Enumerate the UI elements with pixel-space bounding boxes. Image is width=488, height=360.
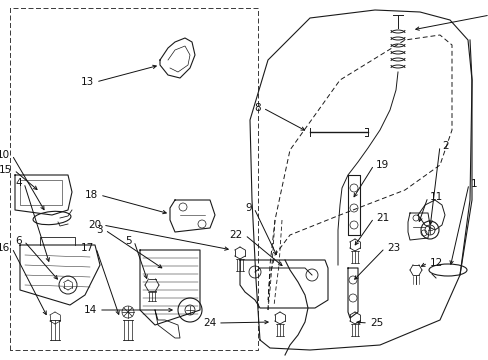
Text: 2: 2 — [441, 141, 447, 151]
Text: 8: 8 — [254, 103, 261, 113]
Text: 11: 11 — [429, 192, 442, 202]
Text: 19: 19 — [375, 160, 388, 170]
Text: 14: 14 — [83, 305, 97, 315]
Text: 17: 17 — [81, 243, 94, 253]
Text: 5: 5 — [125, 236, 132, 246]
Text: 3: 3 — [96, 225, 103, 235]
Text: 13: 13 — [81, 77, 94, 87]
Text: 10: 10 — [0, 150, 10, 160]
Text: 1: 1 — [470, 179, 477, 189]
Text: 18: 18 — [84, 190, 98, 200]
Text: 23: 23 — [386, 243, 400, 253]
Text: 15: 15 — [0, 165, 12, 175]
Text: 25: 25 — [369, 318, 383, 328]
Text: 20: 20 — [88, 220, 101, 230]
Text: 4: 4 — [15, 178, 22, 188]
Text: 16: 16 — [0, 243, 10, 253]
Text: 21: 21 — [375, 213, 388, 223]
Text: 22: 22 — [229, 230, 243, 240]
Text: 6: 6 — [15, 236, 22, 246]
Text: 9: 9 — [245, 203, 251, 213]
Text: 24: 24 — [203, 318, 216, 328]
Text: 12: 12 — [429, 258, 442, 268]
